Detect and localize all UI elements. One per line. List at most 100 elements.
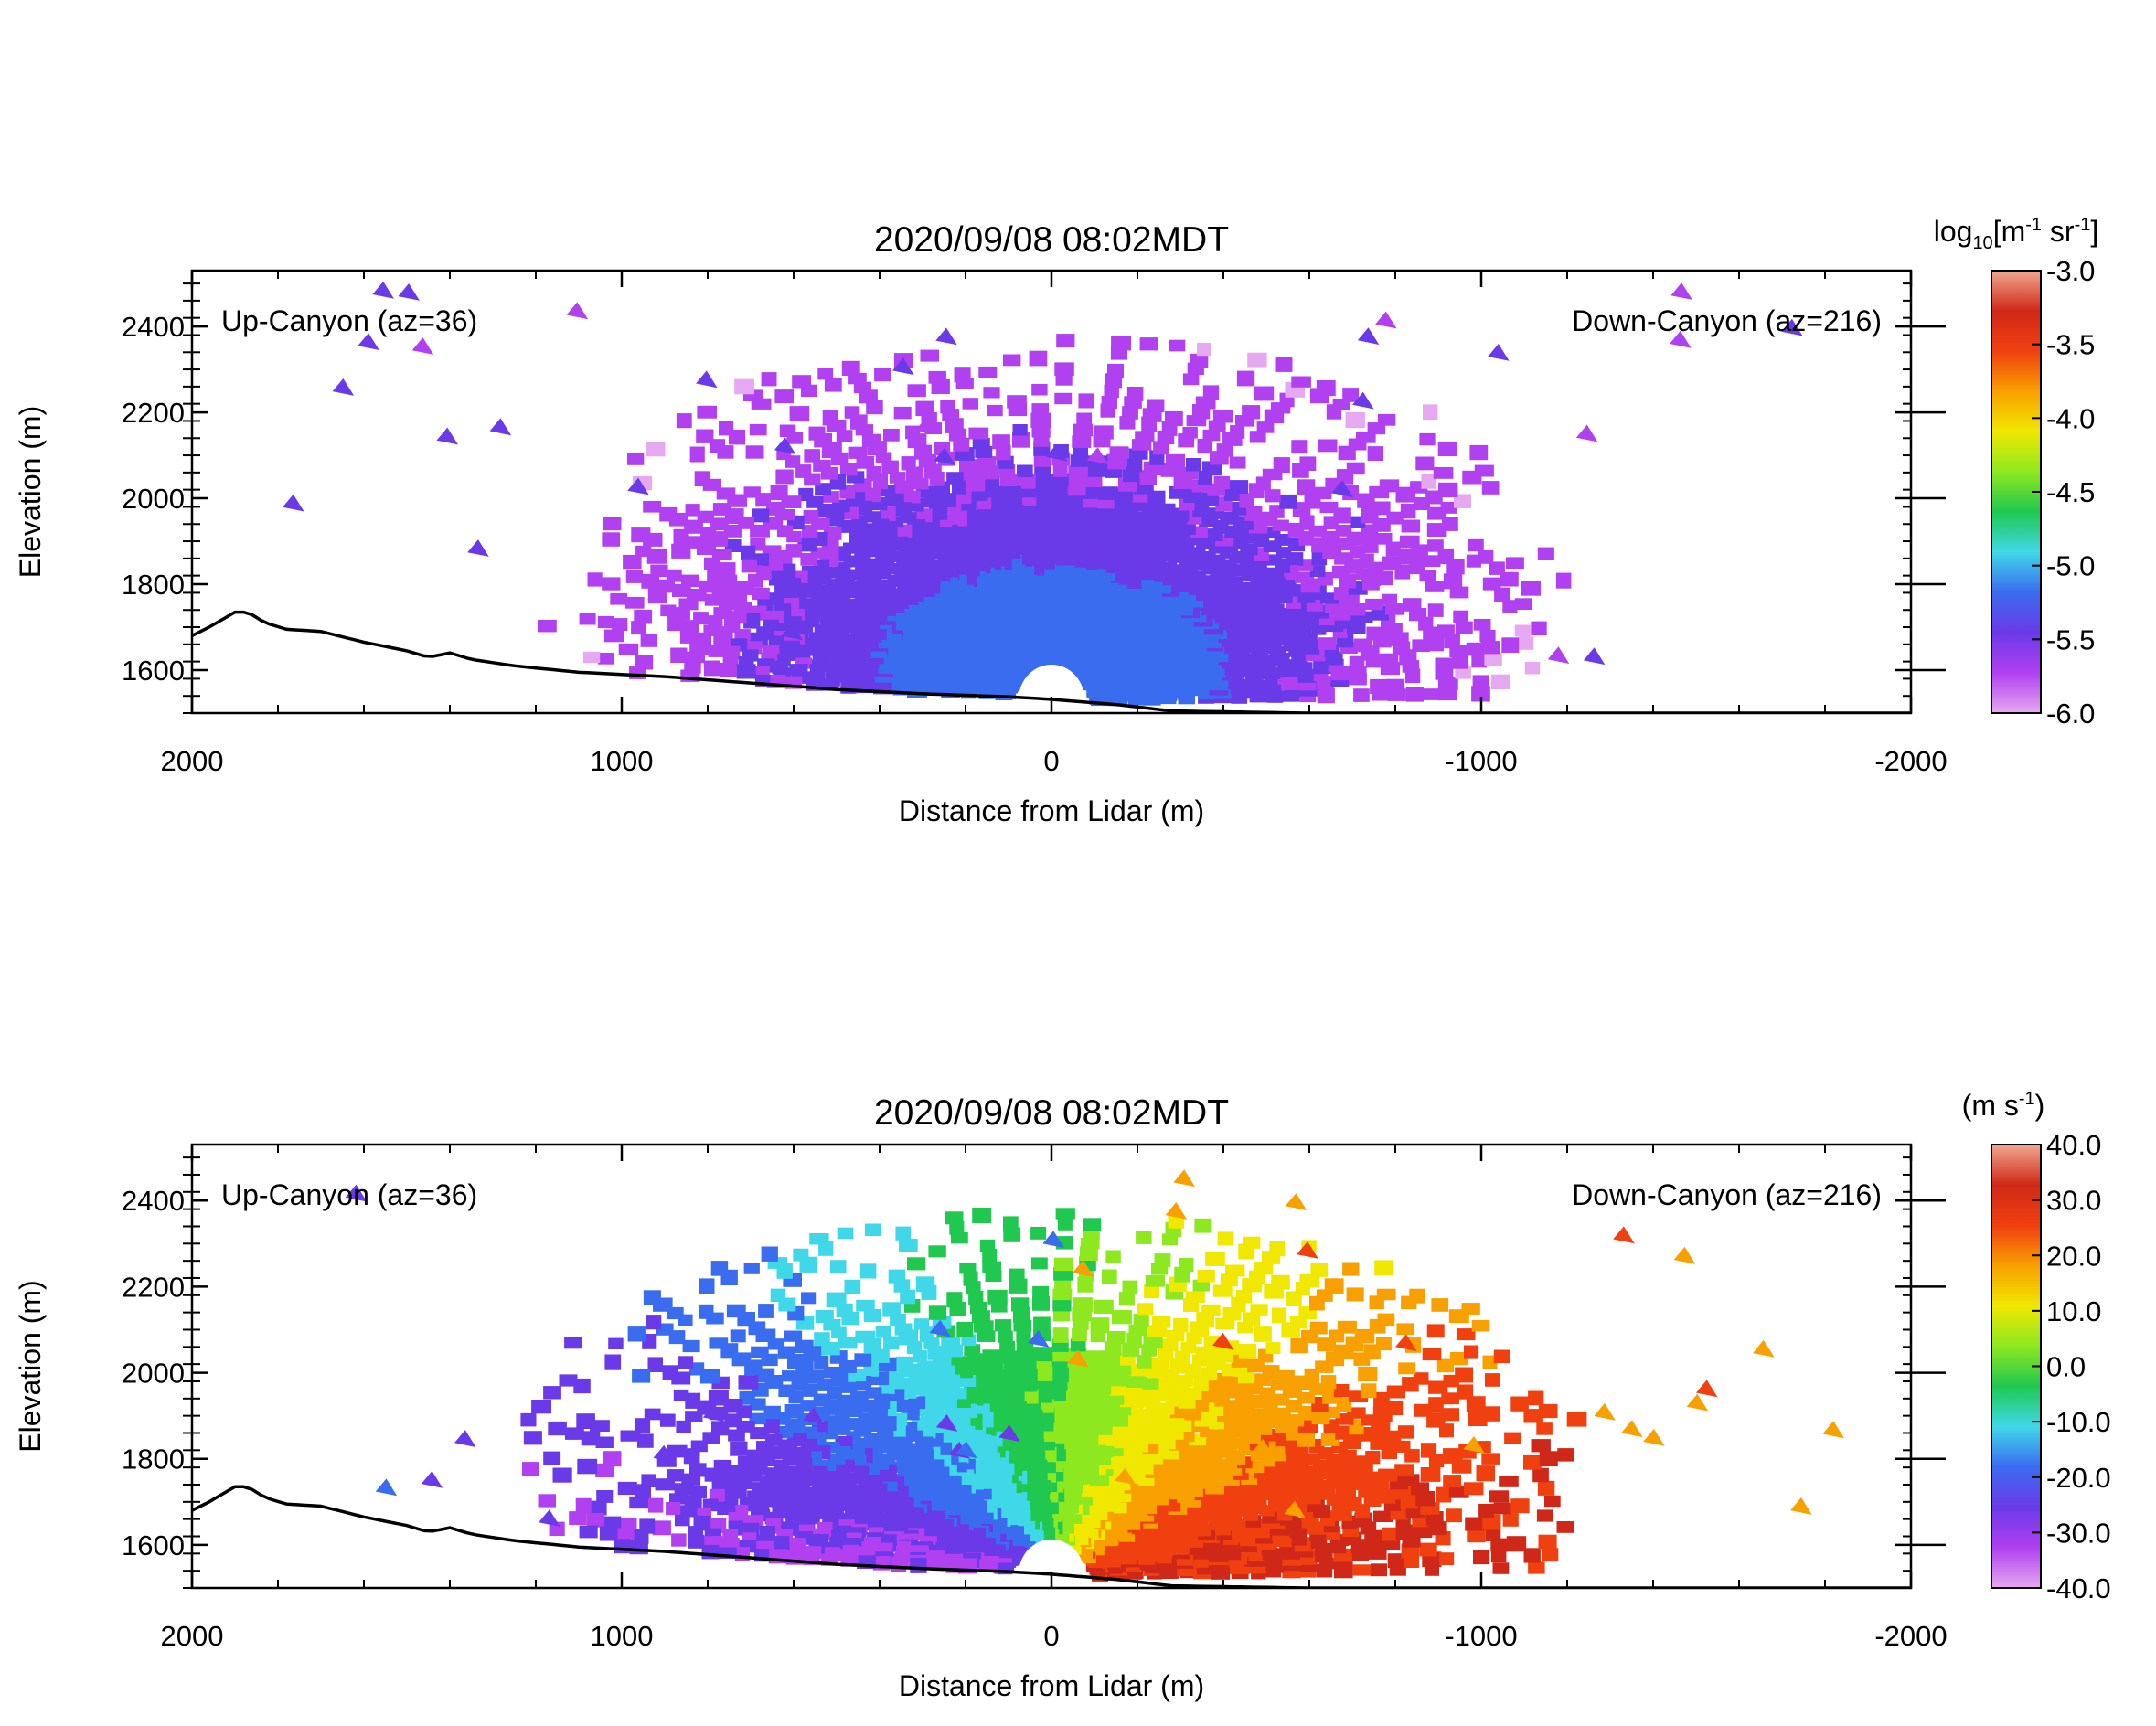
data-cell xyxy=(1017,464,1033,478)
data-cell xyxy=(1358,1366,1378,1382)
data-cell xyxy=(1466,554,1481,568)
data-cell xyxy=(617,1481,637,1496)
data-cell xyxy=(1428,1380,1448,1394)
data-cell xyxy=(999,1340,1016,1353)
data-cell xyxy=(1542,1548,1559,1562)
data-cell xyxy=(856,1300,875,1312)
data-speckle xyxy=(750,1489,772,1508)
data-cell xyxy=(1182,373,1200,386)
data-cell xyxy=(666,569,682,582)
data-cell xyxy=(1051,474,1069,487)
data-cell xyxy=(1342,388,1359,402)
data-cell xyxy=(1242,1312,1261,1327)
data-cell xyxy=(1471,1319,1490,1332)
data-cell xyxy=(1030,1227,1047,1240)
data-cell xyxy=(730,1441,748,1456)
data-speckle xyxy=(774,437,796,454)
data-cell xyxy=(1338,1320,1357,1334)
data-cell xyxy=(920,349,939,362)
data-cell xyxy=(1482,1355,1498,1369)
data-cell xyxy=(741,545,756,561)
data-cell xyxy=(907,384,926,398)
data-speckle xyxy=(421,1471,443,1488)
data-cell xyxy=(1062,1410,1078,1422)
data-cell xyxy=(1101,396,1117,410)
colorbar-title-part: -1 xyxy=(2019,1089,2035,1109)
data-cell xyxy=(636,1433,654,1448)
data-speckle xyxy=(1331,480,1353,497)
data-cell xyxy=(1410,544,1428,560)
data-cell xyxy=(1126,458,1143,473)
data-speckle xyxy=(929,1319,951,1337)
data-cell xyxy=(674,1483,694,1496)
data-cell xyxy=(581,1431,601,1446)
data-cell xyxy=(1221,1273,1238,1287)
data-cell xyxy=(1166,1329,1185,1342)
data-cell xyxy=(549,1521,565,1537)
data-cell xyxy=(1482,1514,1501,1530)
data-cell xyxy=(1153,441,1169,455)
data-cell xyxy=(802,525,818,539)
data-cell xyxy=(1213,476,1231,490)
data-cell xyxy=(1436,1358,1455,1373)
data-cell xyxy=(1485,1526,1501,1541)
data-cell xyxy=(1442,517,1458,531)
data-cell xyxy=(861,433,881,448)
data-cell xyxy=(629,666,646,679)
data-cell xyxy=(854,1353,872,1367)
data-cell xyxy=(798,487,814,502)
data-cell xyxy=(1001,485,1021,500)
data-cell xyxy=(1072,435,1092,448)
colorbar-tick-label: -10.0 xyxy=(2046,1406,2111,1438)
colorbar-title-part: sr xyxy=(2042,215,2075,248)
data-cell xyxy=(1398,1425,1414,1439)
data-cell xyxy=(1070,1338,1086,1352)
data-speckle xyxy=(915,417,937,435)
x-axis-title: Distance from Lidar (m) xyxy=(899,1669,1204,1702)
data-cell xyxy=(1440,501,1457,514)
colorbar-title-part: ] xyxy=(2090,215,2098,248)
data-speckle xyxy=(1670,282,1692,300)
data-cell xyxy=(914,1318,930,1330)
data-cell xyxy=(1197,438,1212,454)
data-cell xyxy=(1354,1328,1375,1344)
data-speckle xyxy=(1357,327,1380,345)
data-cell xyxy=(1195,1346,1215,1358)
data-cell xyxy=(954,367,971,383)
data-cell xyxy=(1473,619,1491,631)
data-cell xyxy=(1446,1508,1462,1523)
data-cell xyxy=(1489,1490,1510,1503)
data-speckle xyxy=(1285,1193,1307,1210)
data-speckle xyxy=(627,477,649,495)
data-cell xyxy=(844,406,860,419)
data-cell xyxy=(1243,1236,1261,1249)
y-axis-title: Elevation (m) xyxy=(14,1280,47,1453)
data-cell xyxy=(1318,439,1338,453)
data-cell xyxy=(1537,547,1554,560)
data-speckle xyxy=(411,337,434,355)
data-cell xyxy=(1455,666,1471,679)
data-cell xyxy=(889,472,906,484)
data-cell xyxy=(1052,1297,1072,1312)
data-speckle xyxy=(1086,447,1109,465)
data-cell xyxy=(956,1321,974,1337)
data-cell xyxy=(686,589,707,602)
data-cell xyxy=(945,1211,964,1225)
data-cell xyxy=(1052,464,1068,477)
data-cell xyxy=(856,456,875,469)
data-cell xyxy=(866,400,883,415)
data-cell xyxy=(836,430,853,442)
data-cell xyxy=(1421,474,1437,489)
data-cell xyxy=(603,517,622,531)
data-cell xyxy=(1055,1208,1075,1220)
data-cell xyxy=(1147,1325,1168,1337)
data-cell xyxy=(950,1232,968,1244)
data-cell xyxy=(625,570,644,583)
data-cell xyxy=(1201,1304,1221,1316)
data-cell xyxy=(689,446,705,463)
data-cell xyxy=(1205,1251,1225,1266)
data-cell xyxy=(1230,425,1245,439)
data-cell xyxy=(738,1375,759,1390)
data-cell xyxy=(1151,1316,1171,1328)
data-speckle xyxy=(1594,1402,1616,1421)
